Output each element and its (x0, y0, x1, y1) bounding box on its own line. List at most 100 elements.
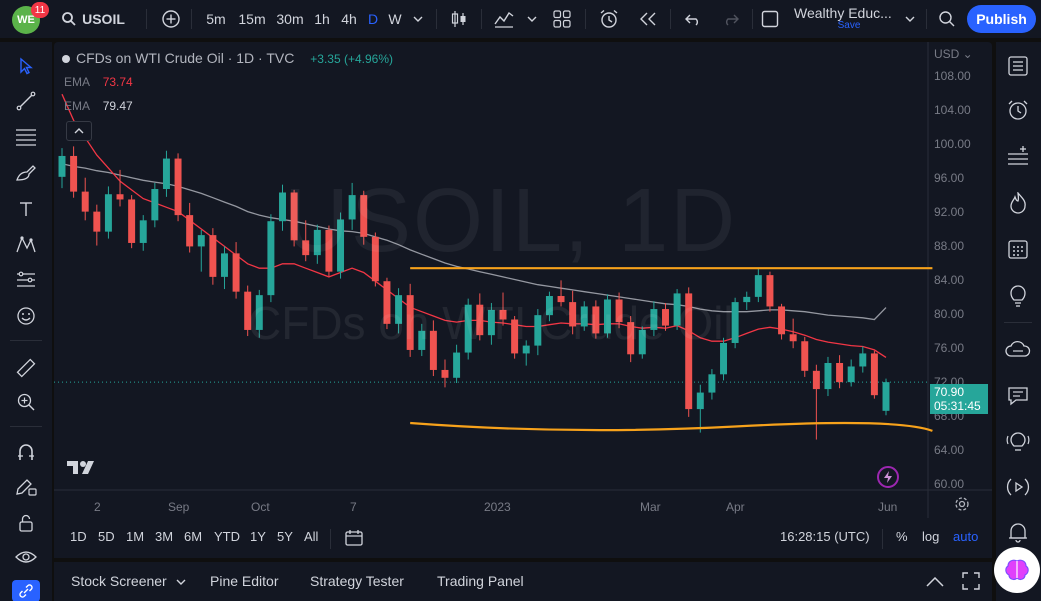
alarm-clock-icon (600, 9, 618, 28)
candle-body (162, 158, 170, 190)
stock-screener-tab[interactable]: Stock Screener (71, 573, 186, 589)
layout-name-menu[interactable]: Wealthy Educ... Save (794, 5, 904, 35)
news-flash-button[interactable] (877, 466, 899, 488)
candle-body (348, 195, 356, 220)
currency-selector[interactable]: USD ⌄ (934, 47, 973, 61)
range-1d[interactable]: 1D (70, 529, 87, 544)
redo-button[interactable] (718, 0, 744, 38)
smile-icon (17, 307, 35, 325)
candle-body (824, 362, 832, 390)
publish-button[interactable]: Publish (967, 5, 1036, 33)
tradingview-logo[interactable] (66, 458, 98, 478)
data-window-button[interactable] (1004, 142, 1032, 170)
range-5y[interactable]: 5Y (277, 529, 293, 544)
timeframe-4h[interactable]: 4h (341, 11, 357, 27)
compare-button[interactable] (156, 0, 186, 38)
chevron-down-icon (905, 16, 915, 22)
brush-tool[interactable] (12, 159, 40, 187)
timeframe-dropdown[interactable] (410, 0, 426, 38)
zoom-tool[interactable] (12, 388, 40, 416)
layout-dropdown[interactable] (902, 0, 918, 38)
layout-toggle[interactable] (758, 0, 782, 38)
divider (191, 9, 192, 29)
prediction-tool[interactable] (12, 266, 40, 294)
magnet-tool[interactable] (12, 438, 40, 466)
timeframe-15m[interactable]: 15m (238, 11, 266, 27)
symbol-search[interactable]: USOIL (58, 0, 128, 38)
replay-trading-button[interactable] (1004, 473, 1032, 501)
candle-body (244, 291, 252, 330)
candle-body (232, 253, 240, 292)
collapse-legend-button[interactable] (66, 121, 92, 141)
range-3m[interactable]: 3M (155, 529, 174, 544)
ema-fast-legend[interactable]: EMA 73.74 (64, 75, 133, 89)
save-status[interactable]: Save (837, 20, 861, 31)
maximize-panel-button[interactable] (962, 572, 980, 593)
log-toggle[interactable]: log (922, 529, 940, 544)
top-toolbar: WE 11 USOIL 5m 15m 30m 1h 4h D W (0, 0, 1041, 38)
ideas-button[interactable] (1004, 282, 1032, 310)
utc-clock[interactable]: 16:28:15 (UTC) (780, 529, 870, 544)
layout-button[interactable] (549, 0, 575, 38)
assistant-button[interactable] (994, 547, 1040, 593)
auto-toggle[interactable]: auto (953, 529, 979, 544)
chats-button[interactable] (1004, 382, 1032, 410)
alert-button[interactable] (595, 0, 623, 38)
range-1m[interactable]: 1M (126, 529, 145, 544)
pattern-tool[interactable] (12, 230, 40, 258)
percent-toggle[interactable]: % (896, 529, 908, 544)
indicators-button[interactable] (491, 0, 517, 38)
candle-body (441, 369, 449, 378)
hotlists-button[interactable] (1004, 189, 1032, 217)
watchlist-button[interactable] (1004, 52, 1032, 80)
settings-button[interactable] (954, 496, 970, 517)
text-tool[interactable] (12, 195, 40, 223)
range-5d[interactable]: 5D (98, 529, 115, 544)
range-all[interactable]: All (304, 529, 319, 544)
measure-tool[interactable] (12, 354, 40, 382)
range-6m[interactable]: 6M (184, 529, 203, 544)
indicators-dropdown[interactable] (524, 0, 540, 38)
icon-tool[interactable] (12, 302, 40, 330)
range-1y[interactable]: 1Y (250, 529, 266, 544)
candle-body (812, 370, 820, 390)
date-range-bar: 1D 5D 1M 3M 6M YTD 1Y 5Y All 16:28:15 (U… (54, 520, 992, 558)
undo-button[interactable] (680, 0, 706, 38)
fib-tool[interactable] (12, 123, 40, 151)
lock-drawings-tool[interactable] (12, 509, 40, 537)
stay-drawing-tool[interactable] (12, 473, 40, 501)
legend-instrument[interactable]: CFDs on WTI Crude Oil (76, 50, 224, 66)
candle-body (859, 353, 867, 367)
ema-slow-legend[interactable]: EMA 79.47 (64, 99, 133, 113)
pine-editor-tab[interactable]: Pine Editor (210, 573, 279, 589)
goto-date-button[interactable] (344, 528, 364, 551)
main-chart[interactable]: USOIL, 1D CFDs on WTI Crude Oil CFDs on … (54, 42, 992, 518)
strategy-tester-tab[interactable]: Strategy Tester (310, 573, 404, 589)
chart-type-button[interactable] (446, 0, 472, 38)
cursor-tool[interactable] (12, 52, 40, 80)
streams-button[interactable] (1004, 336, 1032, 364)
notifications-button[interactable] (1004, 518, 1032, 546)
range-ytd[interactable]: YTD (214, 529, 240, 544)
tips-button[interactable] (1004, 428, 1032, 456)
price-chart-svg[interactable] (54, 42, 992, 518)
trendline-tool[interactable] (12, 87, 40, 115)
alerts-button[interactable] (1004, 96, 1032, 124)
quick-search-button[interactable] (935, 0, 959, 38)
legend-change: +3.35 (+4.96%) (310, 52, 393, 66)
price-axis[interactable]: USD ⌄ 108.00 104.00 100.00 96.00 92.00 8… (928, 42, 992, 518)
calendar-button[interactable] (1004, 235, 1032, 263)
candle-body (603, 299, 611, 334)
timeframe-d[interactable]: D (367, 11, 379, 27)
hide-drawings-tool[interactable] (12, 543, 40, 571)
candle-body (151, 189, 159, 221)
collapse-panel-button[interactable] (926, 574, 944, 590)
trading-panel-tab[interactable]: Trading Panel (437, 573, 524, 589)
timeframe-5m[interactable]: 5m (206, 11, 226, 27)
object-tree-button[interactable] (12, 580, 40, 601)
timeframe-w[interactable]: W (388, 11, 402, 27)
replay-button[interactable] (634, 0, 662, 38)
drawing-toolbar (0, 42, 52, 601)
timeframe-30m[interactable]: 30m (276, 11, 304, 27)
timeframe-1h[interactable]: 1h (314, 11, 330, 27)
